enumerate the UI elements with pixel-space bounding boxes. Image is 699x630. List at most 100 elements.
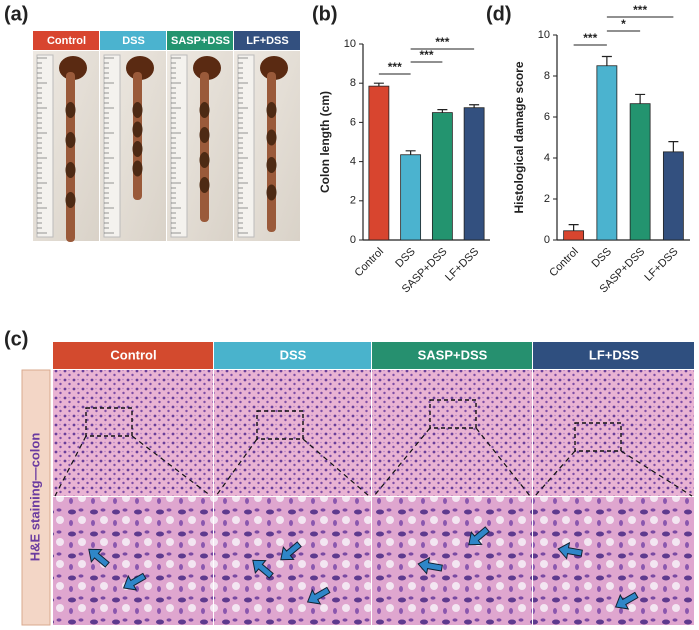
bar bbox=[463, 107, 485, 241]
bar bbox=[368, 85, 390, 241]
histology-header bbox=[533, 342, 694, 369]
stool bbox=[199, 127, 210, 143]
stool bbox=[199, 177, 210, 193]
y-axis-label: Colon length (cm) bbox=[318, 91, 332, 193]
zoom-line bbox=[215, 438, 258, 497]
colon bbox=[267, 72, 276, 232]
cecum bbox=[126, 56, 154, 80]
bar bbox=[662, 151, 684, 241]
y-tick-label: 6 bbox=[544, 111, 550, 123]
panel-label: (a) bbox=[4, 3, 28, 25]
stool bbox=[65, 192, 76, 208]
micrograph-high bbox=[214, 497, 371, 625]
bar bbox=[563, 230, 585, 241]
zoom-box bbox=[574, 422, 622, 452]
x-tick-label: LF+DSS bbox=[642, 246, 680, 284]
photo-header-label: SASP+DSS bbox=[171, 35, 230, 47]
stool bbox=[266, 129, 277, 146]
cecum bbox=[193, 56, 221, 80]
arrow bbox=[557, 541, 583, 560]
error-bar bbox=[601, 55, 612, 66]
y-tick-label: 2 bbox=[544, 193, 550, 205]
y-tick-label: 2 bbox=[350, 195, 356, 207]
x-tick-label: DSS bbox=[590, 246, 614, 270]
error-bar bbox=[437, 109, 448, 113]
colon bbox=[200, 72, 209, 222]
ruler bbox=[103, 54, 121, 238]
zoom-box bbox=[256, 410, 304, 440]
y-tick-label: 6 bbox=[350, 116, 356, 128]
x-tick-label: DSS bbox=[393, 246, 417, 270]
significance-label: *** bbox=[633, 3, 647, 17]
y-tick-label: 8 bbox=[544, 70, 550, 82]
bar bbox=[431, 112, 453, 241]
y-tick-label: 10 bbox=[538, 29, 550, 41]
stool bbox=[132, 121, 143, 138]
side-label-box: H&E staining—colon bbox=[21, 369, 51, 626]
x-tick-label: Control bbox=[547, 246, 581, 280]
zoom-line bbox=[373, 427, 431, 497]
histology-header-label: Control bbox=[110, 347, 156, 362]
arrow bbox=[614, 591, 639, 610]
x-tick-label: Control bbox=[352, 246, 386, 280]
photo-header bbox=[167, 31, 233, 50]
photo-header-label: DSS bbox=[122, 35, 145, 47]
y-tick-label: 8 bbox=[350, 77, 356, 89]
stool bbox=[65, 162, 76, 178]
error-bar bbox=[373, 82, 384, 87]
stool bbox=[199, 152, 210, 168]
zoom-line bbox=[475, 427, 531, 497]
significance-label: *** bbox=[419, 48, 433, 62]
y-tick-label: 0 bbox=[350, 234, 356, 246]
bar bbox=[400, 154, 422, 241]
stool bbox=[266, 157, 277, 173]
ruler bbox=[36, 54, 54, 238]
colon bbox=[66, 72, 75, 242]
arrow bbox=[252, 559, 274, 579]
zoom-line bbox=[302, 438, 370, 497]
significance-label: *** bbox=[583, 31, 597, 45]
ruler bbox=[237, 54, 255, 238]
significance-label: * bbox=[621, 17, 626, 31]
arrow bbox=[306, 586, 331, 605]
micrograph-low bbox=[372, 370, 532, 496]
arrow bbox=[417, 556, 443, 575]
significance-label: *** bbox=[388, 60, 402, 74]
histology-header-label: DSS bbox=[280, 347, 307, 362]
stool bbox=[132, 102, 143, 118]
side-label: H&E staining—colon bbox=[27, 433, 42, 562]
arrow bbox=[280, 541, 302, 561]
y-tick-label: 10 bbox=[344, 38, 356, 50]
photo-header bbox=[33, 31, 99, 50]
histology-header bbox=[53, 342, 213, 369]
y-tick-label: 4 bbox=[544, 152, 550, 164]
cecum bbox=[260, 56, 288, 80]
error-bar bbox=[668, 141, 679, 152]
stool bbox=[65, 132, 76, 148]
zoom-line bbox=[131, 435, 212, 497]
stool bbox=[65, 102, 76, 118]
stool bbox=[132, 160, 143, 177]
bar bbox=[629, 103, 651, 241]
histology-header bbox=[214, 342, 371, 369]
stool bbox=[199, 102, 210, 118]
micrograph-high bbox=[372, 497, 532, 625]
photo-header-label: Control bbox=[47, 35, 86, 47]
arrow bbox=[88, 548, 110, 568]
error-bar bbox=[405, 150, 416, 155]
photo-header bbox=[234, 31, 300, 50]
error-bar bbox=[635, 93, 646, 104]
histology-header-label: SASP+DSS bbox=[418, 347, 488, 362]
panel-label: (b) bbox=[312, 3, 338, 25]
y-tick-label: 0 bbox=[544, 234, 550, 246]
micrograph-low bbox=[533, 370, 694, 496]
histology-header-label: LF+DSS bbox=[589, 347, 640, 362]
stool bbox=[266, 184, 277, 201]
zoom-box bbox=[85, 407, 133, 437]
panel-label: (d) bbox=[486, 3, 512, 25]
significance-label: *** bbox=[435, 35, 449, 49]
x-tick-label: LF+DSS bbox=[443, 246, 481, 284]
photo-header bbox=[100, 31, 166, 50]
zoom-line bbox=[54, 435, 87, 497]
